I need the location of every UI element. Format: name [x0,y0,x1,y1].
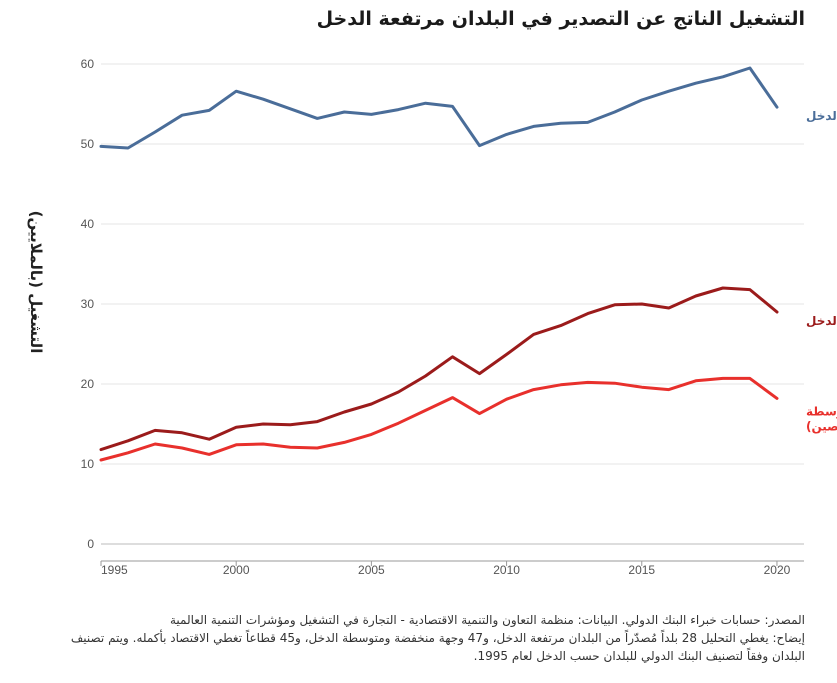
series-line-2 [99,286,779,452]
x-tick-label: 2010 [493,563,520,577]
x-tick-label: 2005 [358,563,385,577]
source-note: المصدر: حسابات خبراء البنك الدولي. البيا… [169,613,805,627]
y-tick-label: 30 [81,297,95,311]
explanation-note: إيضاح: يغطي التحليل 28 بلداً مُصدّراً من… [70,631,805,645]
x-tick-label: 2020 [764,563,791,577]
series-label-2: البلدان المنخفضة والمتوسطة الدخل [806,314,837,329]
x-tick-label: 2000 [223,563,250,577]
series-label-1: البلدان المرتفعة الدخل [806,109,837,123]
chart-title: التشغيل الناتج عن التصدير في البلدان مرت… [316,8,805,30]
explanation-note-continued: البلدان وفقاً لتصنيف البنك الدولي للبلدا… [473,649,805,663]
x-tick-label: 1995 [101,563,128,577]
x-tick-label: 2015 [628,563,655,577]
y-tick-label: 60 [81,57,95,71]
y-tick-label: 40 [81,217,95,231]
series-label-3: البلدان المنخفضة والمتوسطةالدخل (باستثنا… [806,404,837,433]
y-tick-label: 10 [81,457,95,471]
y-tick-label: 20 [81,377,95,391]
chart-footer: المصدر: حسابات خبراء البنك الدولي. البيا… [15,611,805,665]
y-tick-label: 50 [81,137,95,151]
line-chart: 0 10 20 30 40 50 60 1995 2000 2005 2010 2015 2020 الب… [81,57,837,577]
series-line-3 [99,376,779,462]
y-tick-label: 0 [87,537,94,551]
series-line-1 [99,66,779,150]
